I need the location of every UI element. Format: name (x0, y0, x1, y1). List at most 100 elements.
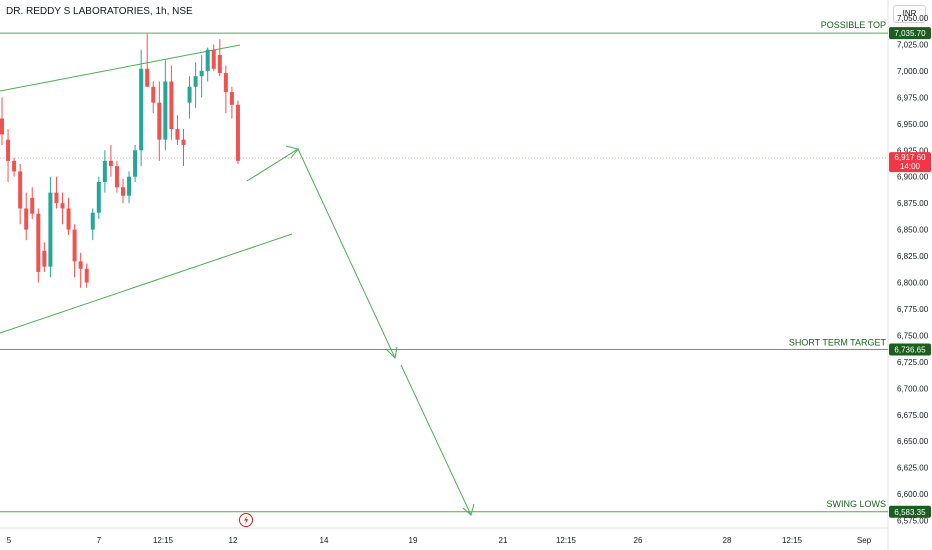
candle-body (199, 70, 204, 77)
candle-body (151, 86, 156, 103)
currency-button[interactable]: INR (893, 5, 926, 23)
candle-body (96, 181, 101, 213)
candle[interactable] (108, 144, 113, 177)
candle[interactable] (193, 62, 198, 108)
candle[interactable] (151, 81, 156, 114)
arrow-head-icon (285, 145, 299, 159)
candle[interactable] (133, 144, 138, 182)
y-tick-label: 6,750.00 (897, 331, 929, 340)
projection-path-2[interactable] (400, 364, 472, 516)
candle-body (145, 68, 150, 87)
candle[interactable] (229, 86, 234, 119)
candle[interactable] (127, 171, 132, 204)
candle[interactable] (60, 192, 65, 225)
candle[interactable] (205, 47, 210, 82)
candle-body (90, 212, 95, 230)
candle[interactable] (181, 129, 186, 167)
candle[interactable] (78, 252, 83, 288)
x-tick-label: 28 (723, 536, 732, 545)
candle[interactable] (36, 208, 41, 283)
candle[interactable] (211, 44, 216, 71)
candle-body (187, 86, 192, 103)
candle-body (18, 171, 23, 209)
x-tick-label: 12:15 (782, 536, 803, 545)
candle[interactable] (18, 164, 23, 225)
y-tick-label: 6,775.00 (897, 305, 929, 314)
candle[interactable] (235, 100, 240, 165)
candle[interactable] (42, 242, 47, 272)
candle-body (121, 187, 125, 196)
candle[interactable] (30, 187, 35, 220)
candle[interactable] (72, 224, 77, 278)
candle-body (133, 150, 138, 177)
arrow-head-icon (386, 346, 398, 360)
candle[interactable] (157, 81, 162, 161)
lightning-icon[interactable] (239, 513, 253, 527)
level-price-badge (889, 505, 931, 518)
candle[interactable] (84, 263, 89, 288)
candle-body (12, 160, 17, 172)
candle-body (6, 139, 11, 161)
horizontal-levels: POSSIBLE TOP SHORT TERM TARGET SWING LOWS (0, 20, 888, 513)
level-label: SWING LOWS (826, 499, 886, 509)
candle[interactable] (223, 65, 228, 114)
candle-body (72, 229, 77, 262)
candle[interactable] (121, 178, 125, 204)
candle[interactable] (145, 33, 150, 87)
y-tick-label: 6,875.00 (897, 199, 929, 208)
candle[interactable] (169, 65, 174, 140)
y-tick-label: 7,000.00 (897, 67, 929, 76)
symbol-title: DR. REDDY S LABORATORIES, 1h, NSE (6, 6, 193, 17)
candle[interactable] (163, 60, 168, 151)
candle[interactable] (187, 76, 192, 119)
candle[interactable] (90, 208, 95, 241)
candle[interactable] (217, 39, 222, 77)
level-label: POSSIBLE TOP (821, 20, 886, 30)
candle[interactable] (0, 97, 4, 145)
y-tick-label: 6,575.00 (897, 517, 929, 526)
candle-body (36, 213, 41, 272)
candle[interactable] (66, 197, 71, 235)
candle[interactable] (139, 49, 144, 167)
candle[interactable] (175, 115, 180, 145)
candle-body (235, 104, 240, 161)
projection-path-1[interactable] (246, 148, 396, 359)
level-price-badge (889, 343, 931, 356)
candle[interactable] (6, 129, 11, 182)
arrow-head-icon (462, 503, 475, 516)
candle-body (139, 68, 144, 151)
candle-body (0, 118, 4, 135)
x-tick-label: 5 (7, 536, 12, 545)
candle[interactable] (12, 157, 17, 177)
candle-body (102, 160, 107, 182)
candle-body (223, 73, 228, 93)
price-axis: 7,050.00 7,025.00 7,000.00 6,975.00 6,950.00… (897, 14, 929, 526)
channel-upper-trendline[interactable] (0, 44, 241, 92)
candle[interactable] (114, 160, 119, 193)
time-axis: 5 7 12:15 12 14 19 21 12:15 26 28 12:15 Sep (7, 536, 872, 545)
y-tick-label: 6,850.00 (897, 226, 929, 235)
candle-body (60, 203, 65, 209)
candle[interactable] (199, 55, 204, 98)
candle-body (108, 160, 113, 167)
candle-body (114, 166, 119, 188)
channel-lower-trendline[interactable] (0, 233, 293, 334)
candle[interactable] (48, 176, 53, 278)
candle-body (127, 176, 132, 196)
candle-body (78, 261, 83, 269)
x-tick-label: 7 (97, 536, 102, 545)
candle[interactable] (54, 176, 59, 209)
x-tick-label: Sep (857, 536, 872, 545)
y-tick-label: 6,975.00 (897, 93, 929, 102)
x-tick-label: 14 (320, 536, 329, 545)
y-tick-label: 6,625.00 (897, 464, 929, 473)
y-tick-label: 7,025.00 (897, 40, 929, 49)
candle-body (211, 49, 216, 69)
candle-body (169, 81, 174, 130)
candle[interactable] (96, 176, 101, 220)
candle[interactable] (24, 192, 29, 241)
candle-body (217, 55, 222, 74)
candle[interactable] (102, 150, 107, 193)
